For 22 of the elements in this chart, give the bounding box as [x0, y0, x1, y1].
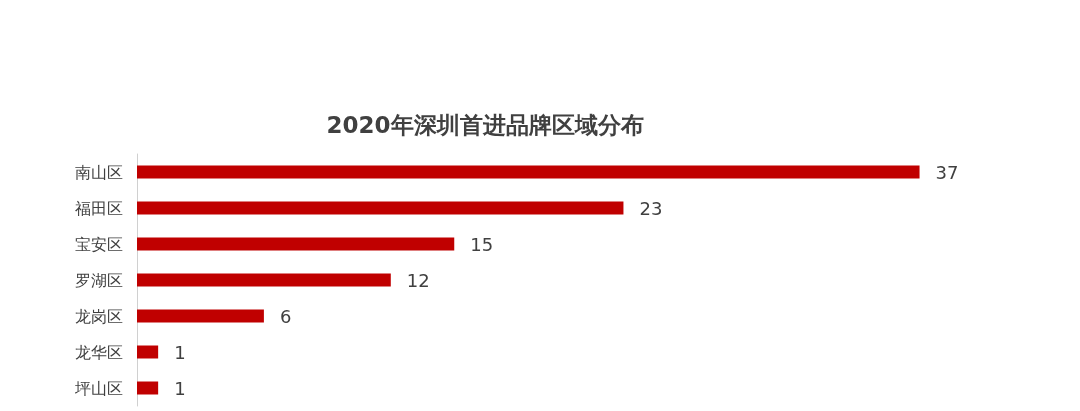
bar [137, 201, 624, 215]
y-tick-label: 宝安区 [75, 234, 123, 254]
y-tick-label: 南山区 [75, 162, 123, 182]
data-label: 12 [406, 269, 430, 291]
data-label: 15 [470, 233, 494, 255]
bar [137, 381, 159, 395]
bar [137, 273, 391, 287]
chart-title: 2020年深圳首进品牌区域分布 [326, 111, 644, 138]
y-tick-label: 坪山区 [74, 378, 123, 398]
data-label: 37 [935, 161, 959, 183]
data-label: 6 [279, 305, 292, 327]
data-label: 1 [174, 341, 186, 363]
y-tick-label: 龙岗区 [75, 306, 123, 326]
bar [137, 309, 264, 323]
data-label: 23 [639, 197, 663, 219]
bar [137, 237, 455, 251]
y-tick-label: 福田区 [75, 198, 123, 218]
bar [137, 165, 920, 179]
data-label: 1 [174, 377, 186, 399]
y-tick-label: 罗湖区 [75, 270, 123, 290]
y-tick-label: 龙华区 [75, 342, 123, 362]
bar [137, 345, 159, 359]
